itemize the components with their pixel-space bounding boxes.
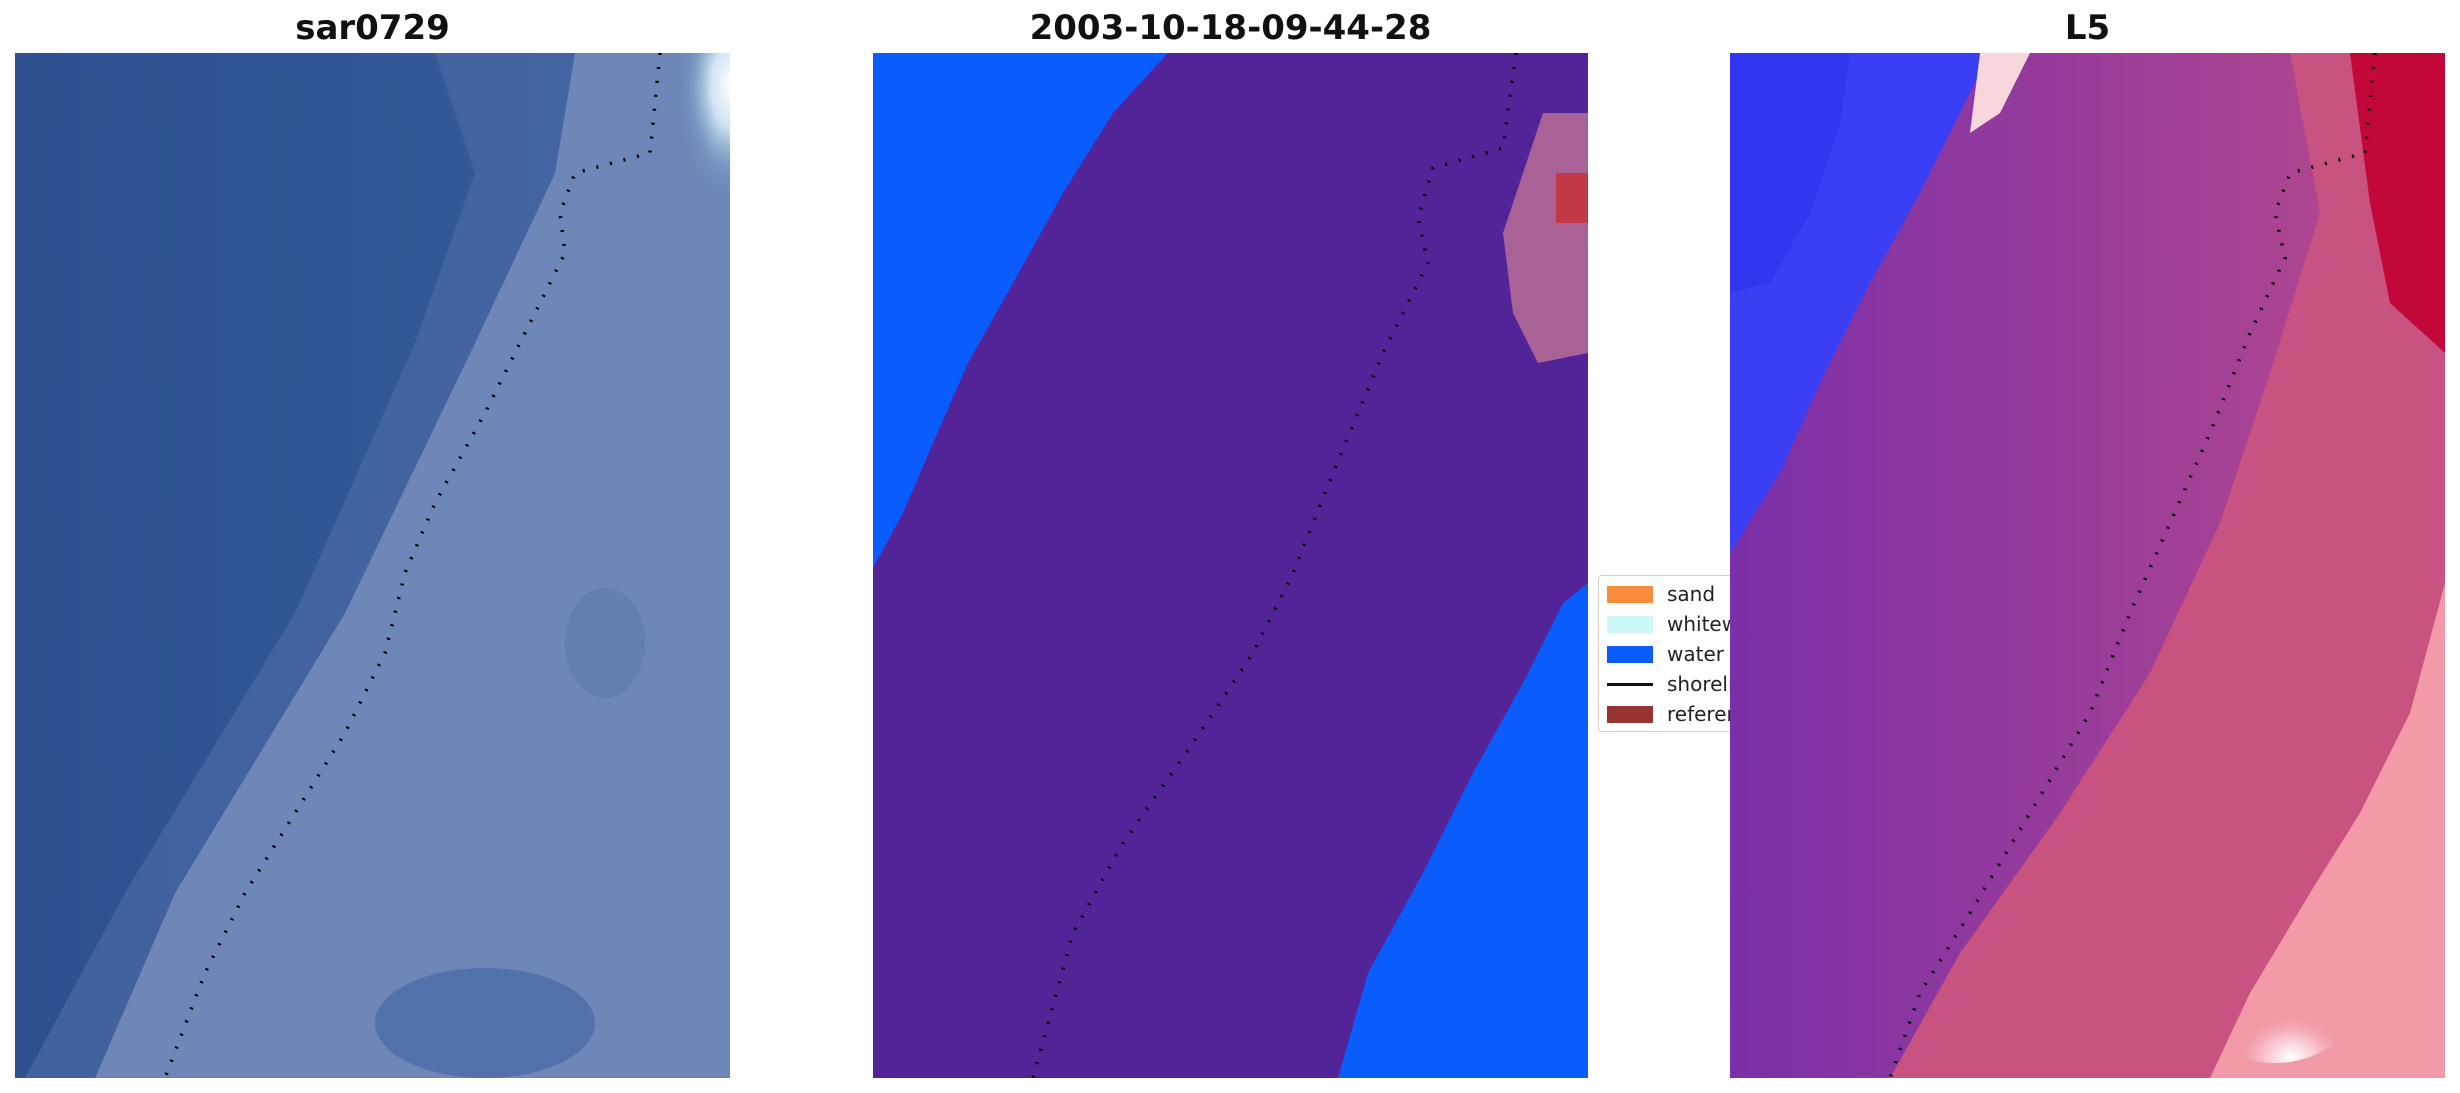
legend-item-reference: reference <box>1607 702 1747 726</box>
legend-label-water: water <box>1667 642 1724 666</box>
rgb-image <box>15 53 730 1078</box>
legend-item-shoreline: shoreline <box>1607 672 1747 696</box>
rgb-image-panel <box>15 53 730 1078</box>
panel-title-index: L5 <box>2064 8 2111 48</box>
legend-swatch-reference <box>1607 705 1653 723</box>
legend-swatch-water <box>1607 645 1653 663</box>
legend-item-sand: sand <box>1607 582 1715 606</box>
legend-swatch-whitewater <box>1607 615 1653 633</box>
panel-title-rgb: sar0729 <box>295 8 450 48</box>
classification-panel <box>873 53 1588 1078</box>
index-image <box>1730 53 2445 1078</box>
panel-title-classification: 2003-10-18-09-44-28 <box>1029 8 1432 48</box>
legend-swatch-sand <box>1607 585 1653 603</box>
legend-label-sand: sand <box>1667 582 1716 606</box>
legend-line-shoreline <box>1607 682 1653 686</box>
shoreline-classification <box>1031 53 1518 1078</box>
classification-image <box>873 53 1588 1078</box>
legend: sand whitewater water shoreline referenc… <box>1598 575 1748 732</box>
legend-item-water: water <box>1607 642 1724 666</box>
index-image-panel <box>1730 53 2445 1078</box>
legend-item-whitewater: whitewater <box>1607 612 1747 636</box>
